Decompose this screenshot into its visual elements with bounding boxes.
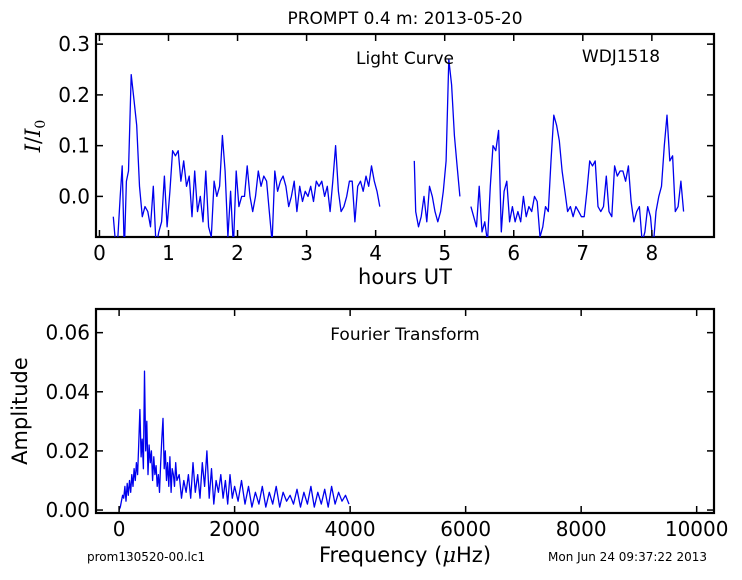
y-tick-label: 0.3	[58, 32, 90, 56]
x-tick-label: 4	[369, 241, 382, 265]
fourier-x-ticks: 0 2000 4000 6000 8000 10000	[113, 309, 729, 541]
x-tick-label: 2000	[209, 517, 260, 541]
light-curve-line-1	[112, 73, 381, 237]
light-curve-panel-label: Light Curve	[356, 49, 454, 69]
footer-timestamp: Mon Jun 24 09:37:22 2013	[548, 550, 708, 564]
y-tick-label: 0.04	[45, 380, 90, 404]
fourier-x-axis-label: Frequency (μHz)	[319, 543, 491, 567]
fourier-amplitude-line-1	[118, 370, 350, 511]
fourier-y-ticks: 0.00 0.02 0.04 0.06	[45, 321, 714, 522]
fourier-panel: 0 2000 4000 6000 8000 10000 0.000.020.040.06 …	[8, 307, 729, 567]
light-curve-x-ticks: 0 1 2 3 4 5 6 7 8	[93, 34, 658, 265]
x-tick-label: 2	[231, 241, 244, 265]
x-tick-label: 8	[645, 241, 658, 265]
fourier-series	[118, 370, 350, 511]
y-tick-label: 0.2	[58, 83, 90, 107]
light-curve-y-ticks: 0.0 0.1 0.2 0.3	[58, 32, 714, 208]
x-tick-label: 1	[162, 241, 175, 265]
target-name-label: WDJ1518	[582, 47, 660, 67]
x-tick-label: 10000	[665, 517, 729, 541]
footer-filename: prom130520-00.lc1	[87, 550, 206, 564]
x-tick-label: 0	[113, 517, 126, 541]
x-tick-label: 6	[507, 241, 520, 265]
y-tick-label: 0.06	[45, 321, 90, 345]
y-tick-label: 0.02	[45, 439, 90, 463]
x-tick-label: 0	[93, 241, 106, 265]
y-tick-label: 0.1	[58, 134, 90, 158]
x-tick-label: 6000	[440, 517, 491, 541]
x-tick-label: 3	[300, 241, 313, 265]
fourier-panel-label: Fourier Transform	[330, 325, 479, 345]
x-tick-label: 7	[576, 241, 589, 265]
light-curve-panel: 0 1 2 3 4 5 6 7 8 0.0 0.1 0.2 0.3 Light Curve WDJ15…	[21, 32, 716, 289]
fourier-y-axis-label: Amplitude	[8, 357, 32, 465]
fourier-x-label-suffix: Hz)	[456, 543, 491, 567]
fourier-x-label-symbol: μ	[442, 543, 456, 567]
light-curve-line-3	[470, 114, 685, 237]
y-label-numerator: I	[21, 143, 45, 153]
fourier-x-label-prefix: Frequency (	[319, 543, 442, 567]
fourier-frame	[94, 307, 716, 515]
x-tick-label: 8000	[556, 517, 607, 541]
light-curve-x-axis-label: hours UT	[358, 265, 452, 289]
x-tick-label: 4000	[325, 517, 376, 541]
y-label-slash: /	[21, 136, 45, 144]
light-curve-series	[112, 58, 685, 237]
y-label-subscript: 0	[33, 120, 49, 129]
y-label-denominator: I	[21, 128, 45, 138]
light-curve-frame	[94, 32, 716, 239]
x-tick-label: 5	[438, 241, 451, 265]
light-curve-line-2	[413, 58, 461, 228]
y-tick-label: 0.00	[45, 498, 90, 522]
light-curve-y-axis-label: I/I0	[21, 120, 49, 154]
figure-title: PROMPT 0.4 m: 2013-05-20	[287, 9, 522, 29]
y-tick-label: 0.0	[58, 184, 90, 208]
